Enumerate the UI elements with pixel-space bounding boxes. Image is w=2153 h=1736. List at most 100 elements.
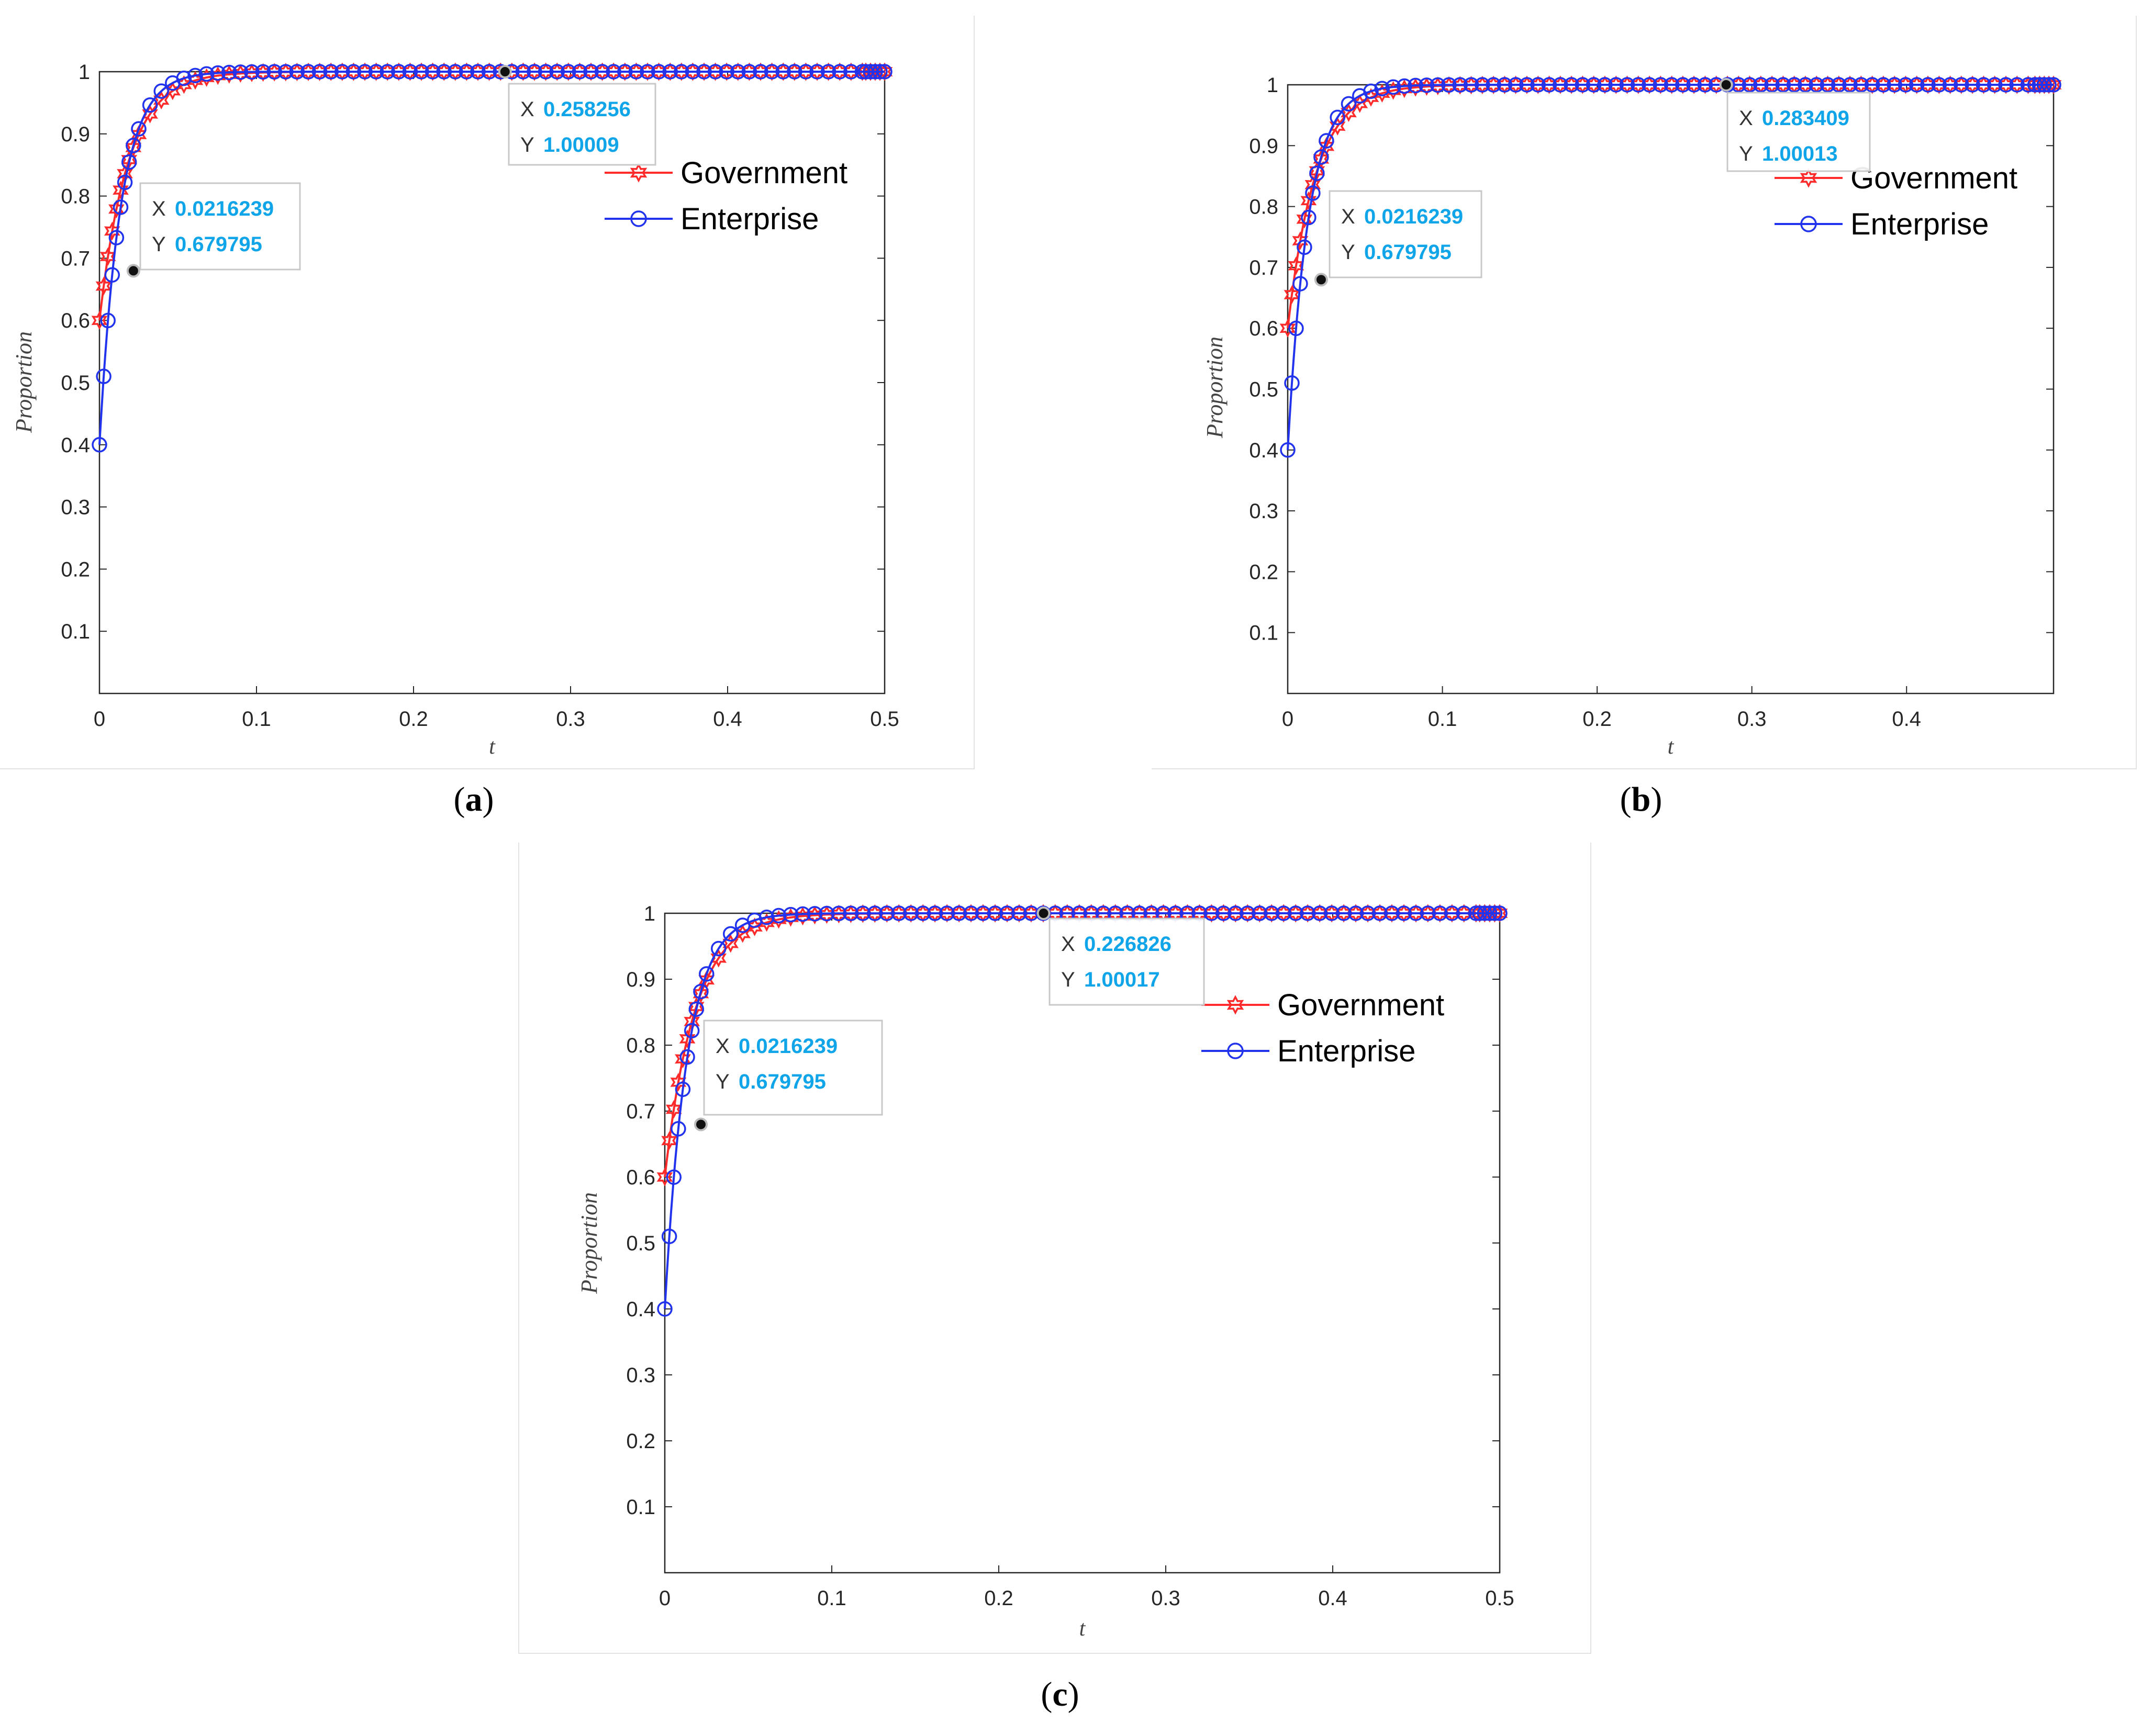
data-point	[662, 64, 678, 80]
data-point	[679, 1049, 695, 1065]
data-point	[459, 64, 475, 80]
paren-close: )	[1067, 1675, 1079, 1713]
data-point	[278, 64, 294, 80]
y-tick-label: 0.2	[1249, 561, 1278, 584]
data-point	[425, 64, 441, 80]
y-tick-label: 0.2	[626, 1430, 655, 1453]
data-point	[1497, 77, 1513, 93]
y-tick-label: 0.1	[1249, 622, 1278, 645]
datatip-anchor	[126, 264, 140, 278]
data-point	[798, 64, 814, 80]
y-tick-label: 0.8	[61, 185, 90, 208]
chart-panel-c: 0.1 0.2 0.3 0.4 0.5 0.6 0.7 0.8 0.9 1 0 0.1 0.2 0.3 0.…	[576, 902, 1514, 1641]
y-tick-label: 1	[644, 902, 655, 925]
panel-letter-c: c	[1052, 1675, 1068, 1713]
x-tick-label: 0	[1282, 708, 1293, 731]
datatip-x-label: X	[1341, 205, 1355, 228]
data-point	[1820, 77, 1836, 93]
panel-c-frame	[518, 843, 1591, 1654]
data-point	[176, 70, 192, 86]
x-tick-label: 0.2	[399, 708, 428, 731]
data-point	[775, 64, 791, 80]
paren-close: )	[1650, 780, 1663, 819]
data-point	[832, 64, 847, 80]
y-tick-label: 0.3	[1249, 500, 1278, 523]
data-point	[879, 905, 895, 921]
data-point	[113, 181, 129, 200]
data-point	[1292, 276, 1308, 292]
data-point	[710, 949, 727, 968]
data-point	[1987, 77, 2003, 93]
y-tick-label: 0.6	[1249, 317, 1278, 340]
data-point	[108, 230, 125, 245]
data-point	[1228, 905, 1244, 921]
datatip-y-value: 0.679795	[175, 233, 262, 256]
data-point	[606, 64, 621, 80]
legend-label: Enterprise	[681, 202, 819, 236]
data-point	[232, 64, 249, 80]
y-tick-label: 0.7	[61, 247, 90, 270]
data-point	[266, 64, 282, 80]
data-point	[1786, 77, 1802, 93]
datatip-y-value: 1.00009	[543, 133, 619, 156]
data-point	[1300, 191, 1317, 210]
data-point	[1372, 905, 1388, 921]
data-point	[685, 64, 701, 80]
data-point	[877, 64, 893, 80]
data-point	[951, 905, 967, 921]
paren-open: (	[1620, 780, 1632, 819]
data-point	[1842, 77, 1858, 93]
y-tick-label: 0.3	[626, 1364, 655, 1387]
y-tick-label: 0.8	[1249, 196, 1278, 219]
data-point	[1475, 77, 1490, 93]
data-point	[1463, 77, 1479, 93]
data-point	[1296, 210, 1313, 229]
x-axis-label: t	[1079, 1617, 1086, 1641]
data-point	[855, 905, 871, 921]
data-point	[1608, 77, 1624, 93]
y-tick-label: 0.5	[626, 1232, 655, 1255]
data-point	[572, 64, 588, 80]
data-point	[1374, 81, 1390, 96]
datatip-x-label: X	[1061, 933, 1075, 956]
data-point	[927, 905, 943, 921]
data-point	[1477, 905, 1493, 921]
data-point	[1853, 77, 1869, 93]
data-point	[807, 906, 823, 922]
datatip-y-label: Y	[520, 133, 534, 156]
data-point	[1384, 905, 1400, 921]
data-point	[117, 174, 133, 191]
data-point	[722, 926, 739, 942]
data-point	[661, 1228, 677, 1245]
data-point	[891, 905, 907, 921]
data-point	[1553, 77, 1568, 93]
data-point	[1664, 77, 1680, 93]
legend-label: Government	[1850, 161, 2017, 195]
data-point	[2046, 77, 2061, 93]
datatip-box	[508, 83, 656, 166]
data-point	[1363, 83, 1379, 99]
data-point	[549, 64, 565, 80]
data-point	[656, 1168, 673, 1186]
data-point	[1420, 905, 1436, 921]
plot-area	[98, 71, 886, 695]
data-point	[345, 64, 362, 80]
data-point	[187, 68, 203, 84]
data-point	[764, 64, 780, 80]
datatip-x-value: 0.226826	[1084, 933, 1172, 956]
y-tick-label: 0.9	[61, 123, 90, 146]
data-point	[783, 906, 799, 923]
data-point	[1360, 905, 1376, 921]
series-enterprise	[657, 905, 1508, 1317]
x-tick-label: 0	[659, 1587, 671, 1610]
data-point	[92, 437, 107, 453]
data-point	[2020, 77, 2036, 93]
data-point	[1675, 77, 1691, 93]
data-point	[1482, 905, 1498, 921]
datatip-anchor	[1036, 906, 1051, 920]
datatip-anchor	[1314, 273, 1328, 287]
data-point	[1313, 149, 1329, 165]
data-point	[1276, 905, 1291, 921]
data-point	[1240, 905, 1256, 921]
data-point	[436, 64, 452, 80]
